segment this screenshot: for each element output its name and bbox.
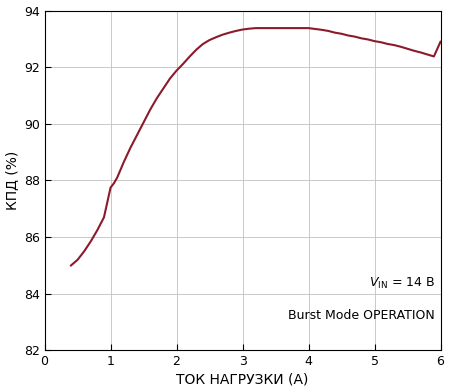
- Text: $V_{\mathregular{IN}}$ = 14 В: $V_{\mathregular{IN}}$ = 14 В: [369, 276, 435, 291]
- Y-axis label: КПД (%): КПД (%): [5, 151, 19, 210]
- Text: Burst Mode OPERATION: Burst Mode OPERATION: [288, 309, 435, 321]
- X-axis label: ТОК НАГРУЗКИ (А): ТОК НАГРУЗКИ (А): [176, 372, 309, 387]
